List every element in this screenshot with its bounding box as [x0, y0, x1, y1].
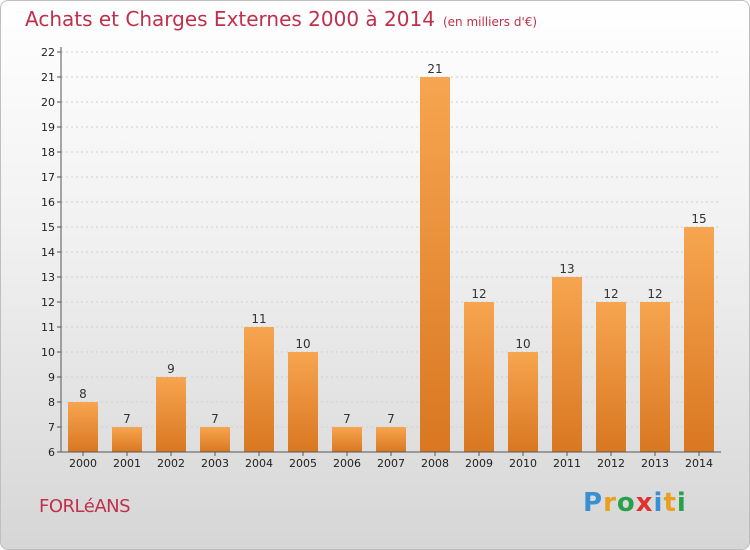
bar: [288, 352, 318, 452]
bar-value-label: 9: [167, 362, 175, 376]
x-tick-label: 2007: [377, 457, 405, 470]
y-tick-label: 12: [41, 296, 55, 309]
title-text: Achats et Charges Externes 2000 à 2014: [25, 7, 435, 31]
x-tick-label: 2010: [509, 457, 537, 470]
x-tick-label: 2003: [201, 457, 229, 470]
y-tick-label: 22: [41, 46, 55, 59]
x-tick-label: 2004: [245, 457, 273, 470]
y-tick-label: 7: [48, 421, 55, 434]
x-tick-label: 2001: [113, 457, 141, 470]
bar: [464, 302, 494, 452]
y-tick-label: 10: [41, 346, 55, 359]
bar: [684, 227, 714, 452]
y-tick-label: 17: [41, 171, 55, 184]
bar: [640, 302, 670, 452]
x-tick-label: 2006: [333, 457, 361, 470]
location-name: FORLéANS: [39, 496, 131, 517]
bar-value-label: 10: [515, 337, 530, 351]
bar: [376, 427, 406, 452]
bar-value-label: 21: [427, 62, 442, 76]
bar: [508, 352, 538, 452]
y-tick-label: 16: [41, 196, 55, 209]
y-tick-label: 14: [41, 246, 55, 259]
bar: [156, 377, 186, 452]
proxiti-logo: Proxiti: [583, 488, 687, 518]
chart-title: Achats et Charges Externes 2000 à 2014 (e…: [25, 7, 537, 31]
x-tick-label: 2002: [157, 457, 185, 470]
bar: [112, 427, 142, 452]
logo-letter: t: [663, 488, 677, 518]
y-tick-label: 21: [41, 71, 55, 84]
y-tick-label: 13: [41, 271, 55, 284]
logo-letter: i: [676, 488, 687, 518]
title-unit: (en milliers d'€): [442, 15, 538, 29]
y-tick-label: 19: [41, 121, 55, 134]
bar-value-label: 7: [123, 412, 131, 426]
logo-letter: o: [616, 488, 636, 518]
bar-value-label: 12: [471, 287, 486, 301]
y-tick-label: 9: [48, 371, 55, 384]
bar: [200, 427, 230, 452]
x-tick-label: 2009: [465, 457, 493, 470]
logo-letter: P: [583, 488, 604, 518]
x-tick-label: 2008: [421, 457, 449, 470]
x-tick-label: 2013: [641, 457, 669, 470]
bar: [420, 77, 450, 452]
bar-value-label: 7: [343, 412, 351, 426]
bar-value-label: 8: [79, 387, 87, 401]
logo-letter: i: [653, 488, 664, 518]
bar-value-label: 10: [295, 337, 310, 351]
bar-value-label: 11: [251, 312, 266, 326]
bar: [68, 402, 98, 452]
bar: [552, 277, 582, 452]
bar-value-label: 7: [211, 412, 219, 426]
y-tick-label: 8: [48, 396, 55, 409]
bar-value-label: 13: [559, 262, 574, 276]
bar-value-label: 12: [603, 287, 618, 301]
bar: [596, 302, 626, 452]
x-tick-label: 2012: [597, 457, 625, 470]
y-tick-label: 6: [48, 446, 55, 459]
bar-value-label: 15: [691, 212, 706, 226]
logo-letter: r: [603, 488, 617, 518]
y-tick-label: 18: [41, 146, 55, 159]
bar-value-label: 12: [647, 287, 662, 301]
logo-letter: x: [635, 488, 654, 518]
x-tick-label: 2011: [553, 457, 581, 470]
x-tick-label: 2014: [685, 457, 713, 470]
bar: [332, 427, 362, 452]
x-tick-label: 2005: [289, 457, 317, 470]
y-tick-label: 15: [41, 221, 55, 234]
y-tick-label: 20: [41, 96, 55, 109]
bar-value-label: 7: [387, 412, 395, 426]
bar: [244, 327, 274, 452]
x-tick-label: 2000: [69, 457, 97, 470]
y-tick-label: 11: [41, 321, 55, 334]
